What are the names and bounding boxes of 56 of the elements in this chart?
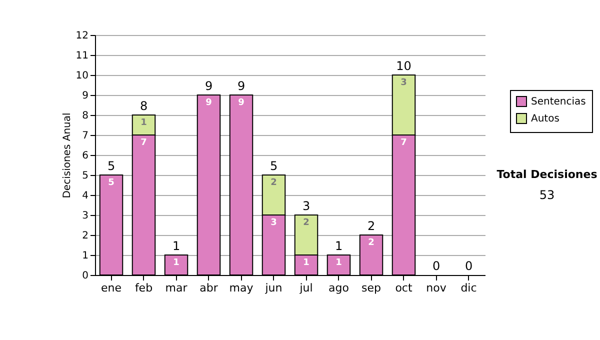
y-tick-label: 5 [82,170,88,182]
total-label: 0 [432,259,440,273]
total-label: 3 [302,199,310,213]
legend-label: Autos [531,114,560,124]
data-label: 3 [400,78,407,88]
x-tick-label: jul [298,282,313,294]
x-tick-label: abr [200,282,218,294]
text: 53 [539,188,555,202]
data-label: 1 [336,258,342,268]
data-label: 3 [270,218,277,228]
legend-label: Sentencias [531,96,586,108]
x-tick-label: feb [134,282,153,294]
y-tick-label: 11 [76,50,88,62]
total-label: 9 [237,79,246,93]
total-label: 5 [270,159,278,173]
y-tick-label: 3 [82,210,88,222]
y-axis-title: Decisiones Anual [62,112,73,198]
y-tick-label: 2 [82,230,88,242]
x-tick-label: jun [264,282,282,294]
x-tick-label: ene [100,282,122,294]
y-tick-label: 12 [76,30,88,42]
data-label: 2 [303,218,310,228]
data-label: 2 [368,238,374,248]
data-label: 2 [270,178,277,188]
total-label: 1 [334,239,343,253]
x-tick-label: may [229,282,254,294]
y-tick-label: 4 [82,190,88,202]
x-tick-label: oct [395,282,413,294]
total-label: 9 [204,79,213,93]
data-label: 5 [108,178,114,188]
text: Total Decisiones [496,168,598,181]
total-label: 1 [172,239,180,253]
y-tick-label: 9 [82,90,88,102]
y-tick-label: 7 [82,130,88,142]
y-tick-label: 10 [76,70,88,82]
data-label: 7 [140,138,147,148]
data-label: 9 [206,98,212,108]
x-tick-label: ago [328,282,350,294]
y-tick-label: 8 [82,110,88,122]
total-label: 2 [367,219,376,233]
data-label: 9 [238,98,244,108]
y-tick-label: 1 [82,250,88,262]
y-tick-label: 0 [82,270,88,282]
data-label: 7 [400,138,407,148]
total-label: 8 [140,99,148,113]
x-tick-label: sep [362,282,382,294]
x-tick-label: nov [426,282,447,294]
y-tick-label: 6 [82,150,88,162]
data-label: 1 [173,258,180,268]
x-tick-label: dic [460,282,477,294]
total-label: 10 [396,59,412,73]
total-label: 0 [464,259,473,273]
x-tick-label: mar [165,282,188,294]
data-label: 1 [140,118,147,128]
total-label: 5 [107,159,116,173]
data-label: 1 [303,258,310,268]
